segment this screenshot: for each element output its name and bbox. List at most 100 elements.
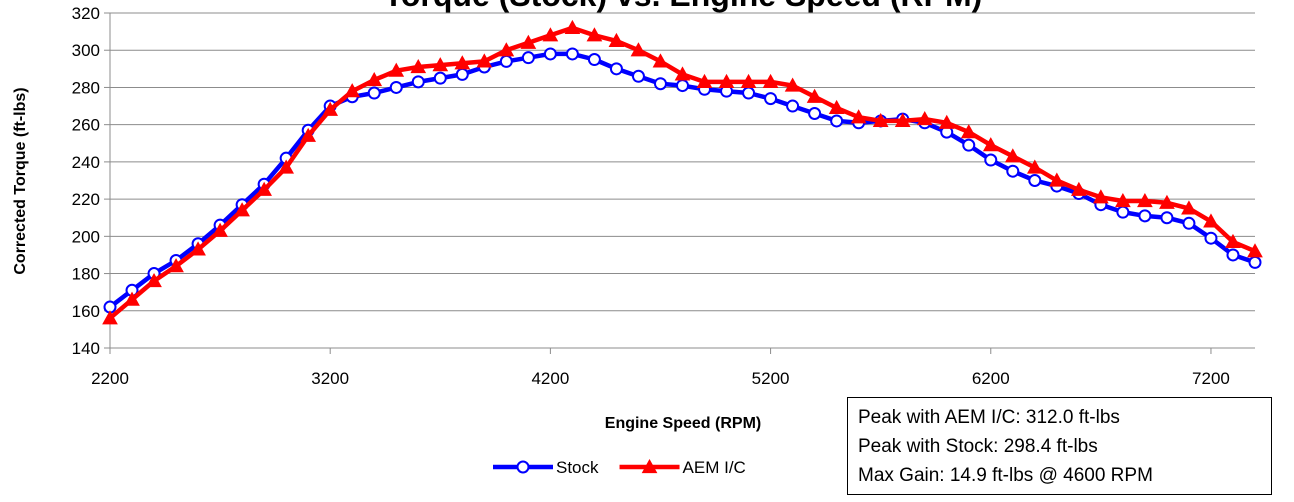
point-aem-i-c <box>1026 159 1043 174</box>
point-stock <box>433 71 447 85</box>
point-aem-i-c <box>608 32 625 48</box>
x-tick-label: 2200 <box>91 369 129 388</box>
point-stock <box>830 114 844 128</box>
x-tick-label: 3200 <box>311 369 349 388</box>
point-aem-i-c <box>674 66 691 81</box>
y-tick-label: 260 <box>72 116 100 135</box>
point-aem-i-c <box>542 27 559 42</box>
legend-marker-stock <box>516 460 530 474</box>
point-aem-i-c <box>168 258 184 273</box>
point-stock <box>609 62 623 76</box>
point-stock <box>653 77 667 91</box>
point-aem-i-c <box>1070 181 1087 196</box>
point-stock <box>962 138 976 152</box>
point-stock <box>1226 248 1240 262</box>
point-stock <box>521 51 535 65</box>
point-aem-i-c <box>850 109 867 124</box>
point-stock <box>1028 174 1042 187</box>
point-aem-i-c <box>410 58 427 74</box>
point-aem-i-c <box>652 53 669 68</box>
gridlines <box>109 12 1255 349</box>
point-aem-i-c <box>212 222 228 237</box>
point-aem-i-c <box>344 83 361 98</box>
point-stock <box>1138 209 1152 223</box>
point-stock <box>455 67 469 81</box>
point-aem-i-c <box>1181 200 1197 215</box>
point-aem-i-c <box>146 272 162 288</box>
point-aem-i-c <box>124 291 140 306</box>
legend-label-stock: Stock <box>556 458 599 477</box>
series-layer <box>102 19 1263 325</box>
x-tick-label: 7200 <box>1192 369 1230 388</box>
point-aem-i-c <box>1093 189 1109 204</box>
point-stock <box>764 92 778 106</box>
y-tick-label: 200 <box>72 227 100 246</box>
point-aem-i-c <box>454 55 471 70</box>
info-line-aem-peak: Peak with AEM I/C: 312.0 ft-lbs <box>858 407 1120 428</box>
x-axis-ticks: 2200 3200 4200 5200 6200 7200 <box>91 348 1230 388</box>
point-stock <box>1160 211 1174 225</box>
x-tick-label: 5200 <box>752 369 790 388</box>
point-aem-i-c <box>1048 172 1065 187</box>
point-stock <box>631 69 645 83</box>
point-aem-i-c <box>278 159 295 174</box>
point-aem-i-c <box>586 27 603 42</box>
point-stock <box>389 80 403 94</box>
y-tick-label: 160 <box>72 302 100 321</box>
point-aem-i-c <box>894 112 911 128</box>
point-aem-i-c <box>630 42 647 57</box>
point-stock <box>1116 205 1130 219</box>
point-aem-i-c <box>388 62 405 77</box>
point-aem-i-c <box>564 19 581 34</box>
point-aem-i-c <box>740 73 757 88</box>
point-aem-i-c <box>190 241 206 256</box>
point-stock <box>367 86 381 100</box>
x-axis-label: Engine Speed (RPM) <box>605 415 761 432</box>
chart-title: Torque (Stock) vs. Engine Speed (RPM) <box>384 0 983 13</box>
x-tick-label: 6200 <box>972 369 1010 388</box>
point-stock <box>676 79 689 93</box>
point-stock <box>543 47 557 61</box>
point-aem-i-c <box>234 202 250 217</box>
info-line-max-gain: Max Gain: 14.9 ft-lbs @ 4600 RPM <box>858 465 1153 486</box>
point-aem-i-c <box>872 112 889 128</box>
info-line-stock-peak: Peak with Stock: 298.4 ft-lbs <box>858 436 1098 457</box>
point-aem-i-c <box>696 73 713 88</box>
y-tick-label: 280 <box>72 78 100 97</box>
y-tick-label: 240 <box>72 153 100 172</box>
y-tick-label: 320 <box>72 4 100 23</box>
point-stock <box>1006 164 1020 178</box>
y-tick-label: 220 <box>72 190 100 209</box>
point-stock <box>1204 231 1218 245</box>
point-aem-i-c <box>1247 243 1263 258</box>
legend-marker-aem-i-c <box>641 458 658 474</box>
point-aem-i-c <box>960 124 977 139</box>
point-stock <box>786 99 800 113</box>
point-aem-i-c <box>718 73 735 88</box>
point-aem-i-c <box>806 88 823 103</box>
y-axis-label: Corrected Torque (ft-lbs) <box>12 87 29 274</box>
x-tick-label: 4200 <box>531 369 569 388</box>
point-stock <box>1248 255 1262 269</box>
point-aem-i-c <box>322 101 339 116</box>
legend: Stock AEM I/C <box>493 458 746 477</box>
point-stock <box>742 86 756 100</box>
point-aem-i-c <box>1159 194 1175 209</box>
point-aem-i-c <box>498 42 515 57</box>
point-stock <box>499 54 513 68</box>
y-axis-ticks: 140 160 180 200 220 240 260 280 300 320 <box>72 4 110 358</box>
point-aem-i-c <box>762 73 779 88</box>
point-aem-i-c <box>1203 213 1219 228</box>
point-aem-i-c <box>916 111 933 126</box>
point-stock <box>808 107 822 120</box>
point-aem-i-c <box>1004 148 1021 163</box>
point-aem-i-c <box>1137 192 1153 208</box>
point-aem-i-c <box>300 127 317 142</box>
point-aem-i-c <box>366 71 383 87</box>
point-aem-i-c <box>520 34 537 49</box>
point-stock <box>411 75 425 89</box>
point-stock <box>1182 216 1196 230</box>
point-aem-i-c <box>784 77 801 92</box>
point-stock <box>587 53 601 67</box>
